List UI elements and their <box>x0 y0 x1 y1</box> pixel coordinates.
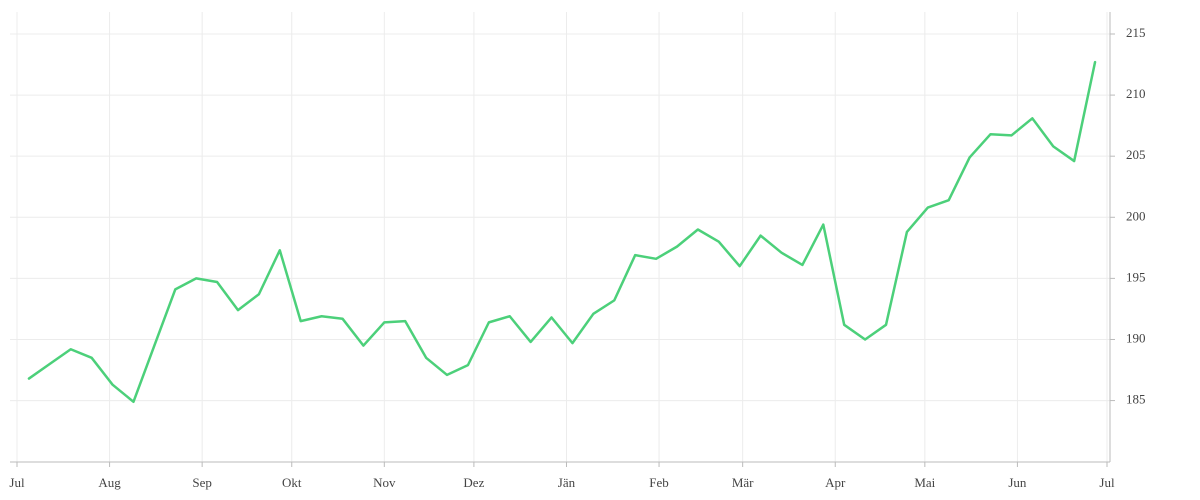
y-tick-label: 195 <box>1126 269 1146 284</box>
y-tick-label: 200 <box>1126 208 1146 223</box>
x-tick-label: Jän <box>558 475 576 490</box>
line <box>27 60 1097 404</box>
x-tick-label: Sep <box>192 475 212 490</box>
x-tick-label: Jun <box>1008 475 1027 490</box>
x-tick-label: Apr <box>825 475 846 490</box>
x-tick-label: Feb <box>649 475 669 490</box>
y-tick-label: 205 <box>1126 147 1146 162</box>
x-tick-label: Mai <box>914 475 935 490</box>
y-tick-label: 215 <box>1126 25 1146 40</box>
x-tick-label: Aug <box>98 475 121 490</box>
y-tick-label: 210 <box>1126 86 1146 101</box>
x-tick-label: Nov <box>373 475 396 490</box>
y-tick-label: 185 <box>1126 392 1146 407</box>
x-tick-label: Jul <box>1099 475 1115 490</box>
y-tick-label: 190 <box>1126 330 1146 345</box>
x-tick-label: Mär <box>732 475 754 490</box>
x-tick-label: Okt <box>282 475 302 490</box>
x-tick-label: Jul <box>9 475 25 490</box>
x-tick-label: Dez <box>463 475 484 490</box>
